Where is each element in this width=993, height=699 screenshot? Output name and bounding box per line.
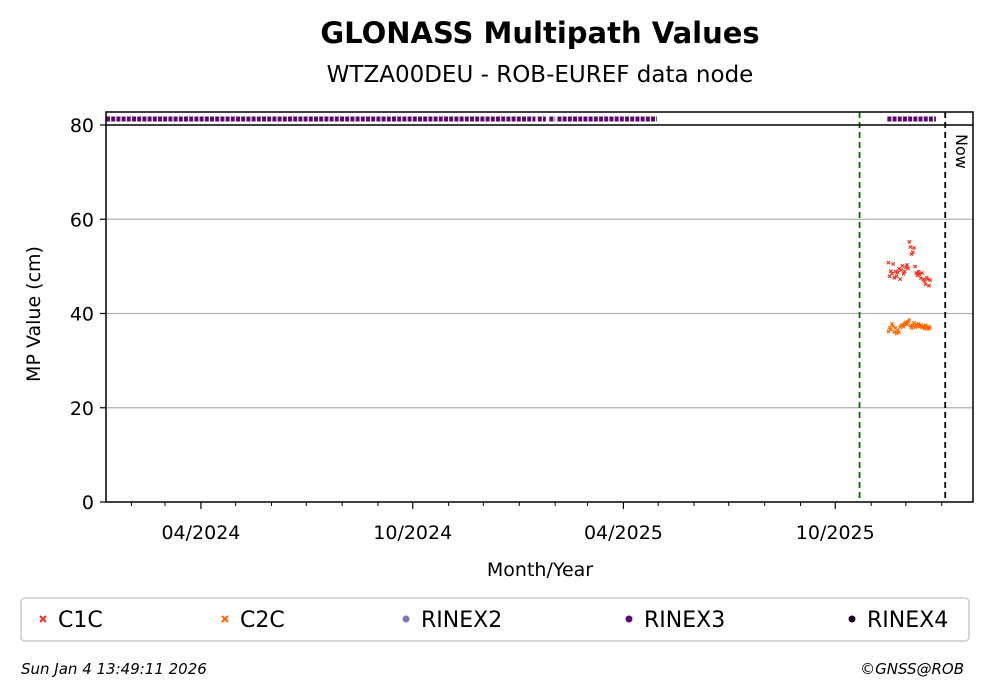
point-c1c [915,273,920,278]
point-c1c [906,266,911,271]
legend-marker [221,615,229,623]
y-tick-label: 20 [70,398,94,420]
point-c1c [908,245,913,250]
footer-timestamp: Sun Jan 4 13:49:11 2026 [21,660,207,678]
footer-credit: ©GNSS@ROB [860,660,964,678]
y-tick-label: 0 [82,492,94,514]
x-axis-ticks: 04/2024 10/2024 04/2025 10/2025 [130,502,943,544]
point-c2c [888,327,893,332]
point-c1c [903,265,908,270]
legend-label: C2C [240,608,285,633]
x-axis-label: Month/Year [487,559,593,581]
point-c2c [892,329,897,334]
point-c1c [918,276,923,281]
point-c1c [889,271,894,276]
plot-frame [105,111,974,503]
point-c1c [928,278,933,283]
point-c1c [917,272,922,277]
y-tick-label: 40 [70,304,94,326]
point-c2c [904,322,910,327]
point-c2c [894,331,899,336]
point-c1c [900,263,905,268]
legend-marker [848,615,856,623]
point-c1c [907,239,912,244]
point-c2c [889,321,894,326]
point-c1c [913,264,918,269]
point-c1c [925,277,930,282]
point-c2c [901,324,906,329]
legend-item-rinex3: RINEX3 [625,608,725,633]
point-c1c [896,266,901,271]
now-label: Now [952,134,971,169]
x-tick-label: 04/2025 [584,522,663,544]
point-c1c [914,270,919,275]
point-c1c [886,260,891,265]
point-c2c [925,327,930,332]
chart-title: GLONASS Multipath Values [320,16,759,50]
y-tick-label: 80 [70,115,94,137]
legend-box [20,597,970,642]
point-c2c [918,322,923,327]
y-axis-ticks: 0 20 40 60 80 [70,115,106,514]
point-c1c [893,269,898,274]
data-points [886,239,933,336]
point-c1c [892,275,897,280]
legend-item-c2c: C2C [221,608,285,633]
point-c2c [913,325,918,330]
point-c1c [899,268,904,273]
legend-marker [39,615,47,623]
legend-label: RINEX2 [421,608,502,633]
legend-item-c1c: C1C [39,608,103,633]
legend-item-rinex4: RINEX4 [848,608,948,633]
point-c1c [901,271,906,276]
point-c1c [895,270,900,275]
point-c1c [916,269,921,274]
point-c2c [921,324,926,329]
y-tick-label: 60 [70,209,94,231]
reference-lines: Now [858,112,971,502]
point-c1c [891,261,896,267]
point-c1c [926,283,932,288]
point-c1c [898,277,903,282]
legend-label: C1C [58,608,103,633]
point-c1c [910,250,915,255]
point-c2c [909,326,914,331]
x-tick-label: 10/2025 [796,522,875,544]
point-c2c [928,326,933,331]
point-c2c [922,326,927,331]
y-axis-label: MP Value (cm) [23,246,45,382]
x-tick-label: 10/2024 [373,522,452,544]
point-c1c [923,282,928,287]
chart-subtitle: WTZA00DEU - ROB-EUREF data node [327,62,754,88]
gridlines [106,218,973,409]
legend: C1C C2C RINEX2 RINEX3 RINEX4 [39,608,948,633]
legend-label: RINEX3 [644,608,725,633]
point-c1c [894,274,899,279]
point-c1c [922,278,927,284]
legend-item-rinex2: RINEX2 [402,608,502,633]
x-tick-label: 04/2024 [161,522,240,544]
legend-marker [402,615,410,623]
legend-marker [625,615,633,623]
point-c2c [916,321,921,326]
point-c1c [904,262,910,267]
legend-label: RINEX4 [867,608,948,633]
point-c1c [902,269,907,274]
point-c2c [896,330,901,335]
point-c1c [888,269,893,274]
point-c1c [911,245,916,251]
point-c1c [920,270,925,275]
point-c2c [907,318,912,323]
